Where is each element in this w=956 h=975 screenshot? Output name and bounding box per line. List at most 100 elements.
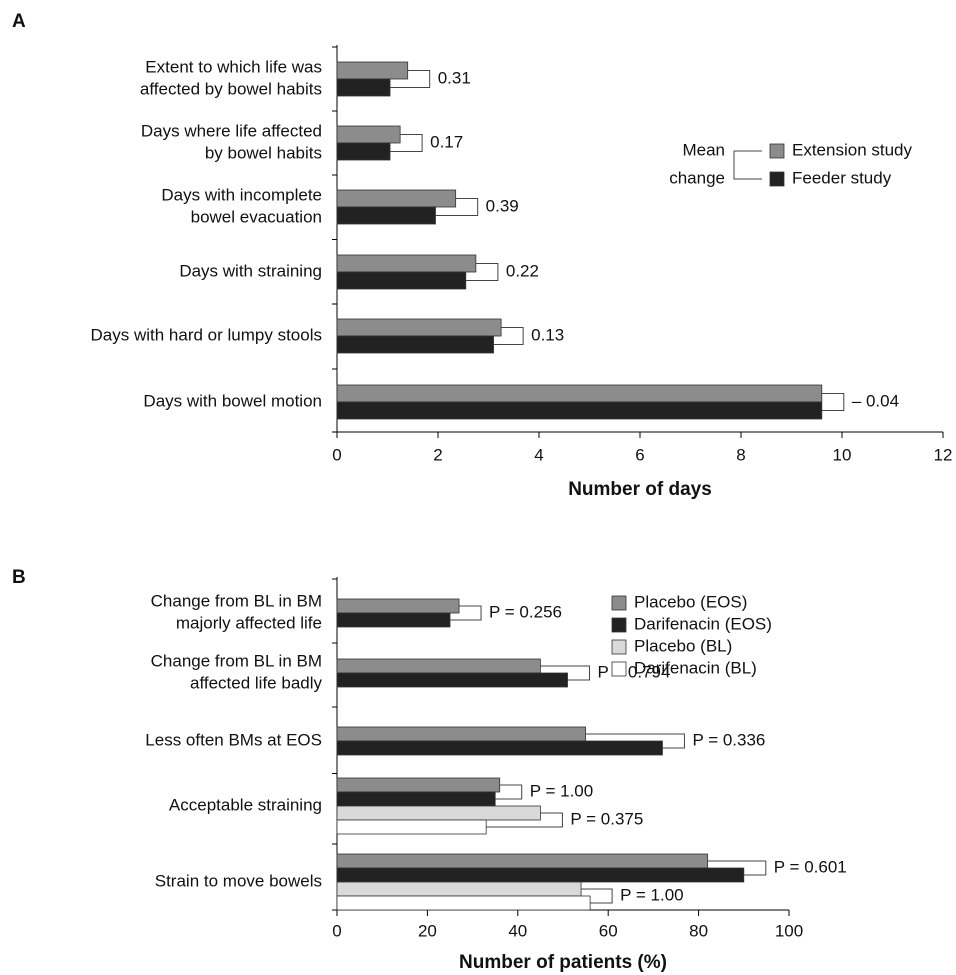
annotation: 0.22 xyxy=(506,261,539,280)
bar xyxy=(336,777,501,793)
bar xyxy=(336,598,460,614)
bar xyxy=(336,318,502,337)
x-tick-label: 8 xyxy=(736,445,745,464)
category-label: bowel evacuation xyxy=(191,207,322,226)
bracket xyxy=(585,733,685,749)
bar xyxy=(336,853,709,869)
bar xyxy=(336,125,401,144)
category-label: Days where life affected xyxy=(141,121,322,140)
category-label: Days with bowel motion xyxy=(143,391,322,410)
bracket xyxy=(435,198,479,216)
bar xyxy=(336,254,477,273)
bracket xyxy=(465,263,499,281)
annotation: P = 0.336 xyxy=(692,730,765,749)
bar xyxy=(336,78,391,97)
legend-swatch xyxy=(611,617,627,633)
x-axis-title: Number of days xyxy=(568,479,712,500)
legend-label: Feeder study xyxy=(792,168,892,187)
bracket xyxy=(707,860,767,876)
bar xyxy=(336,189,457,208)
category-label: affected by bowel habits xyxy=(140,79,322,98)
bracket xyxy=(821,393,845,411)
annotation: 0.17 xyxy=(430,132,463,151)
bar xyxy=(336,271,467,290)
bar xyxy=(336,142,391,161)
annotation: P = 0.375 xyxy=(570,809,643,828)
x-tick-label: 0 xyxy=(332,445,341,464)
annotation: P = 1.00 xyxy=(530,781,594,800)
annotation: – 0.04 xyxy=(852,391,899,410)
bar xyxy=(336,895,591,911)
legend-swatch xyxy=(769,171,785,187)
x-tick-label: 10 xyxy=(833,445,852,464)
category-label: by bowel habits xyxy=(205,143,322,162)
x-tick-label: 4 xyxy=(534,445,543,464)
category-label: Strain to move bowels xyxy=(155,871,322,890)
category-label: Less often BMs at EOS xyxy=(145,730,322,749)
bar xyxy=(336,791,496,807)
x-axis-title: Number of patients (%) xyxy=(459,952,667,973)
category-label: Change from BL in BM xyxy=(151,591,322,610)
annotation: P = 0.256 xyxy=(489,602,562,621)
bar xyxy=(336,61,409,80)
x-tick-label: 40 xyxy=(508,921,527,940)
legend-label: Placebo (EOS) xyxy=(634,592,747,611)
x-tick-label: 100 xyxy=(775,921,803,940)
annotation: 0.13 xyxy=(531,325,564,344)
legend-label: Placebo (BL) xyxy=(634,636,732,655)
category-label: Days with incomplete xyxy=(161,185,322,204)
annotation: P = 0.601 xyxy=(774,857,847,876)
category-label: Change from BL in BM xyxy=(151,651,322,670)
bar xyxy=(336,401,823,420)
bracket xyxy=(390,70,431,88)
legend-label: Darifenacin (BL) xyxy=(634,658,757,677)
x-tick-label: 0 xyxy=(332,921,341,940)
annotation: P = 1.00 xyxy=(620,885,684,904)
bar xyxy=(336,206,436,225)
bar xyxy=(336,805,541,821)
x-tick-label: 60 xyxy=(599,921,618,940)
category-label: Days with hard or lumpy stools xyxy=(91,325,322,344)
bar xyxy=(336,867,745,883)
legend-title: change xyxy=(669,168,725,187)
legend-swatch xyxy=(611,595,627,611)
bar xyxy=(336,740,663,756)
category-label: majorly affected life xyxy=(176,613,322,632)
bracket xyxy=(450,605,482,621)
bracket xyxy=(493,327,524,345)
bracket xyxy=(486,812,563,828)
legend-bracket xyxy=(733,150,762,180)
bar xyxy=(336,819,487,835)
bracket xyxy=(540,665,591,681)
bar xyxy=(336,335,494,354)
x-tick-label: 80 xyxy=(689,921,708,940)
bracket xyxy=(581,888,613,904)
annotation: 0.39 xyxy=(486,196,519,215)
x-tick-label: 6 xyxy=(635,445,644,464)
legend-label: Extension study xyxy=(792,140,913,159)
legend-label: Darifenacin (EOS) xyxy=(634,614,772,633)
bar xyxy=(336,881,582,897)
bracket xyxy=(390,134,423,152)
panel-label: A xyxy=(12,11,26,32)
bar xyxy=(336,384,823,403)
panel-label: B xyxy=(12,567,26,588)
bar xyxy=(336,658,541,674)
x-tick-label: 20 xyxy=(418,921,437,940)
bar xyxy=(336,612,451,628)
legend-swatch xyxy=(611,639,627,655)
category-label: Acceptable straining xyxy=(169,795,322,814)
bar xyxy=(336,672,568,688)
legend-swatch xyxy=(611,661,627,677)
bar xyxy=(336,726,587,742)
category-label: Days with straining xyxy=(179,261,322,280)
category-label: affected life badly xyxy=(190,673,322,692)
annotation: 0.31 xyxy=(438,68,471,87)
category-label: Extent to which life was xyxy=(145,57,322,76)
x-tick-label: 2 xyxy=(433,445,442,464)
legend-title: Mean xyxy=(682,140,725,159)
legend-swatch xyxy=(769,143,785,159)
bracket xyxy=(495,784,523,800)
x-tick-label: 12 xyxy=(934,445,953,464)
